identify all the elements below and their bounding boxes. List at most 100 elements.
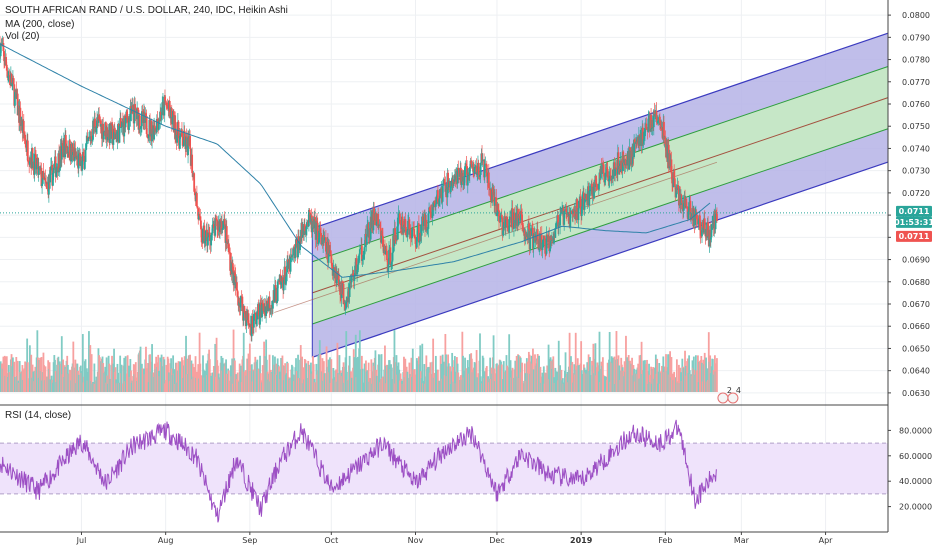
candle-down [24,138,27,140]
candle-up [375,221,378,226]
volume-bar [268,354,271,392]
volume-bar [589,357,591,392]
candle-down [521,225,524,229]
candle-up [411,228,414,239]
volume-bar [175,362,178,392]
candle-down [680,194,683,205]
volume-bar [37,357,39,392]
candle-up [538,247,540,250]
candle-down [132,104,134,115]
candle-down [248,325,251,326]
volume-bar [511,367,514,392]
candle-down [339,284,342,295]
time-tick-label: Oct [324,536,338,545]
candle-down [295,239,298,245]
candle-down [574,210,576,216]
candle-down [183,130,186,140]
candle-down [495,197,498,216]
volume-bar [670,357,673,392]
candle-down [428,207,431,212]
vol-legend[interactable]: Vol (20) [5,31,40,42]
volume-bar [106,375,109,392]
candle-down [606,167,608,170]
candle-up [161,102,164,115]
candle-up [559,214,562,226]
candle-down [312,218,314,222]
candle-down [716,213,718,221]
volume-bar [509,360,512,392]
candle-down [488,188,491,190]
volume-bar [335,369,337,392]
volume-bar [538,355,540,392]
volume-bar [227,370,230,392]
candle-down [98,119,101,121]
volume-bar [72,341,75,392]
candle-down [316,222,319,244]
volume-bar [363,363,366,392]
volume-bar [697,355,699,392]
candle-up [491,187,494,203]
candle-up [361,258,364,261]
candle-down [247,313,250,326]
candle-up [614,168,616,176]
candle-up [362,258,365,260]
candle-up [81,152,84,161]
candle-down [487,172,490,189]
candle-up [204,230,207,242]
candle-up [107,137,109,141]
volume-bar [250,364,253,392]
ma-legend[interactable]: MA (200, close) [5,19,75,30]
candle-up [479,162,482,175]
candle-down [497,203,500,211]
candle-up [530,227,533,236]
volume-bar [633,368,636,392]
volume-bar [173,369,176,392]
candle-up [406,230,409,238]
price-tags: 0.0711 01:53:31 0.0711 [894,205,932,242]
candle-up [427,213,430,229]
candle-down [156,119,159,122]
candle-down [328,245,331,254]
volume-bar [489,357,492,392]
candle-up [284,276,287,284]
candle-down [579,196,582,208]
candle-down [58,153,60,171]
candle-up [242,305,245,321]
candle-up [605,167,608,173]
volume-bar [566,371,569,392]
candle-up [267,303,270,311]
volume-bar [608,331,611,392]
rsi-legend[interactable]: RSI (14, close) [5,410,72,421]
candle-up [55,167,58,177]
volume-bar [330,359,333,392]
volume-bar [48,362,51,392]
candle-up [84,149,87,162]
candle-up [185,136,187,150]
candle-down [27,161,30,163]
candle-up [672,172,675,188]
candle-up [118,126,121,143]
candle-up [311,218,314,233]
volume-bar [528,354,531,392]
candle-up [391,252,394,262]
candle-down [61,142,64,146]
candle-up [682,203,685,211]
candle-down [544,253,547,255]
candle-down [106,127,109,141]
candle-down [699,215,701,231]
candle-up [551,240,553,242]
candle-up [362,254,365,259]
candle-up [432,201,435,208]
volume-bar [669,351,671,392]
volume-bar [395,355,398,392]
candle-down [181,129,183,137]
volume-bar [26,362,29,392]
volume-bar [361,368,364,392]
candle-down [177,121,180,139]
candle-up [204,241,206,244]
regression-channel[interactable] [274,32,889,358]
candle-down [199,216,202,221]
rsi-tick-label: 80.0000 [899,426,932,435]
